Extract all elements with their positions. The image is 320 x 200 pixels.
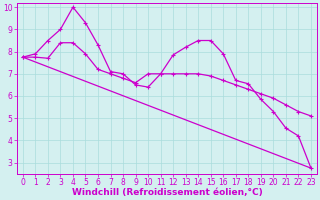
X-axis label: Windchill (Refroidissement éolien,°C): Windchill (Refroidissement éolien,°C) [72,188,262,197]
